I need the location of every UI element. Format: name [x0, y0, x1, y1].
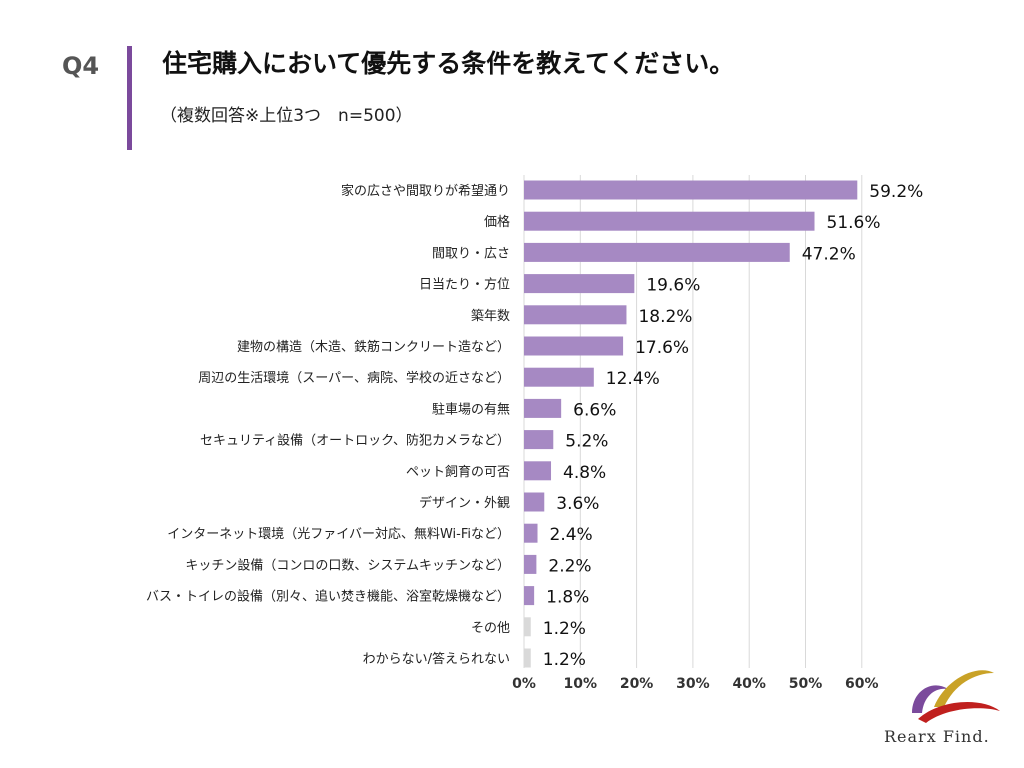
category-label: インターネット環境（光ファイバー対応、無料Wi-Fiなど）	[167, 527, 510, 542]
page-subtitle: （複数回答※上位3つ n=500）	[160, 106, 413, 126]
category-label: デザイン・外観	[419, 495, 510, 511]
bar	[524, 274, 635, 294]
data-label: 17.6%	[635, 338, 689, 358]
tick-label: 40%	[732, 676, 766, 692]
bar	[524, 430, 554, 450]
bar	[524, 617, 531, 637]
tick-label: 60%	[845, 676, 879, 692]
bar	[524, 180, 858, 200]
bar	[524, 586, 535, 606]
page-title: 住宅購入において優先する条件を教えてください。	[162, 49, 735, 78]
category-label: キッチン設備（コンロの口数、システムキッチンなど）	[185, 557, 510, 573]
bar	[524, 398, 562, 418]
data-label: 1.8%	[546, 588, 589, 608]
bar	[524, 305, 627, 325]
accent-divider	[127, 46, 132, 150]
tick-label: 30%	[676, 676, 710, 692]
data-label: 6.6%	[573, 400, 616, 420]
bar	[524, 554, 537, 574]
data-label: 3.6%	[556, 494, 599, 514]
tick-label: 50%	[789, 676, 823, 692]
brand-logo-text: Rearx Find.	[884, 727, 990, 746]
category-label: 建物の構造（木造、鉄筋コンクリート造など）	[237, 339, 510, 355]
data-label: 1.2%	[543, 650, 586, 670]
category-label: わからない/答えられない	[363, 651, 510, 667]
category-label: バス・トイレの設備（別々、追い焚き機能、浴室乾燥機など）	[146, 589, 510, 605]
bar	[524, 492, 545, 512]
question-number: Q4	[62, 52, 100, 80]
tick-label: 10%	[564, 676, 598, 692]
bar	[524, 367, 594, 387]
bar	[524, 242, 790, 262]
category-label: 価格	[484, 214, 510, 230]
tick-label: 0%	[512, 676, 536, 692]
category-label: 家の広さや間取りが希望通り	[341, 183, 510, 199]
data-label: 2.2%	[548, 556, 591, 576]
category-label: 築年数	[471, 309, 510, 324]
category-label: その他	[471, 621, 510, 636]
category-label: 周辺の生活環境（スーパー、病院、学校の近さなど）	[198, 370, 510, 386]
data-label: 47.2%	[802, 244, 856, 264]
category-label: 間取り・広さ	[432, 246, 510, 261]
category-label: ペット飼育の可否	[406, 464, 510, 480]
data-label: 18.2%	[638, 307, 692, 327]
bar-chart: 家の広さや間取りが希望通り 59.2% 価格 51.6% 間取り・広さ 47.2% 日当たり…	[146, 175, 923, 692]
category-label: 駐車場の有無	[432, 402, 510, 417]
tick-label: 20%	[620, 676, 654, 692]
data-label: 4.8%	[563, 463, 606, 483]
data-label: 2.4%	[550, 525, 593, 545]
category-label: セキュリティ設備（オートロック、防犯カメラなど）	[200, 433, 510, 449]
brand-logo-icon	[912, 670, 1000, 723]
data-label: 5.2%	[565, 432, 608, 452]
bar	[524, 461, 552, 481]
bar	[524, 211, 815, 231]
data-label: 12.4%	[606, 369, 660, 389]
data-label: 59.2%	[869, 182, 923, 202]
data-label: 1.2%	[543, 619, 586, 639]
bar	[524, 648, 531, 668]
bar	[524, 336, 624, 356]
category-label: 日当たり・方位	[419, 277, 510, 293]
data-label: 19.6%	[646, 276, 700, 296]
data-label: 51.6%	[827, 213, 881, 233]
bar	[524, 523, 538, 543]
